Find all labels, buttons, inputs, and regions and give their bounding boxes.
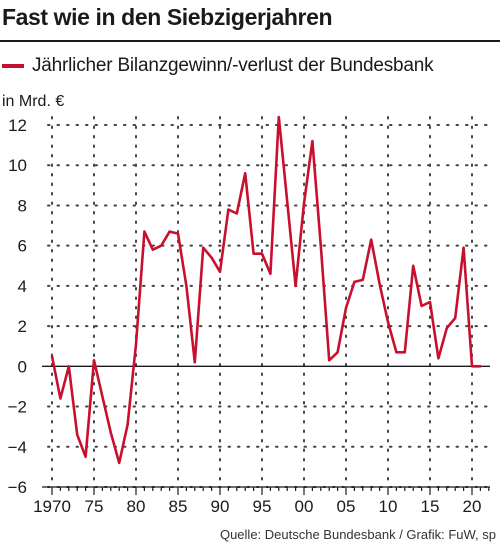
y-tick-label: 4 — [18, 277, 27, 296]
y-tick-label: 6 — [18, 237, 27, 256]
y-tick-label: 10 — [8, 156, 27, 175]
y-tick-label: −6 — [8, 478, 27, 497]
x-tick-label: 05 — [337, 497, 356, 516]
x-tick-label: 00 — [295, 497, 314, 516]
title-divider — [0, 40, 500, 42]
x-tick-label: 10 — [379, 497, 398, 516]
legend-label: Jährlicher Bilanzgewinn/-verlust der Bun… — [32, 55, 434, 76]
x-tick-label: 20 — [463, 497, 482, 516]
y-tick-label: 8 — [18, 196, 27, 215]
x-tick-label: 1970 — [33, 497, 71, 516]
y-tick-label: 2 — [18, 317, 27, 336]
chart-title: Fast wie in den Siebzigerjahren — [2, 4, 333, 30]
y-tick-label: 0 — [18, 357, 27, 376]
y-axis-label: in Mrd. € — [2, 93, 64, 110]
x-tick-label: 85 — [169, 497, 188, 516]
y-tick-label: −2 — [8, 398, 27, 417]
x-tick-label: 75 — [85, 497, 104, 516]
legend-swatch — [2, 64, 24, 68]
x-tick-label: 95 — [253, 497, 272, 516]
source-note: Quelle: Deutsche Bundesbank / Grafik: Fu… — [219, 527, 496, 542]
y-tick-label: 12 — [8, 116, 27, 135]
legend: Jährlicher Bilanzgewinn/-verlust der Bun… — [2, 54, 434, 78]
x-tick-label: 80 — [127, 497, 146, 516]
series-line — [50, 115, 482, 465]
x-tick-label: 15 — [421, 497, 440, 516]
x-tick-label: 90 — [211, 497, 230, 516]
y-tick-label: −4 — [8, 438, 27, 457]
